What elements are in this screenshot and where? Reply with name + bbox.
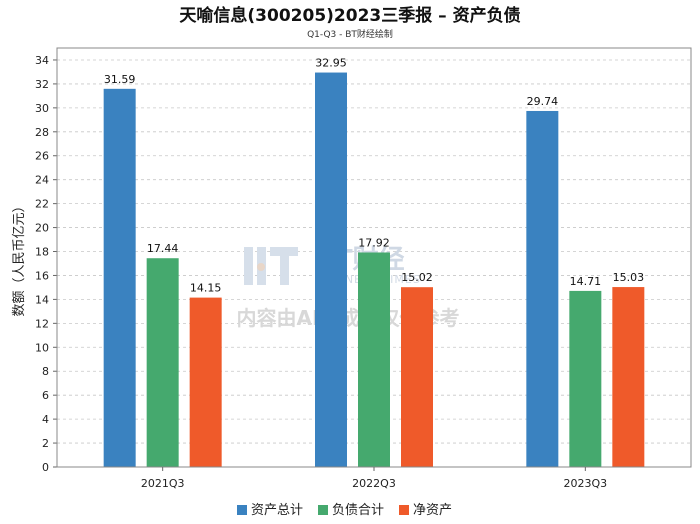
bar-负债合计-2022Q3 bbox=[358, 252, 390, 467]
data-label: 29.74 bbox=[527, 95, 559, 108]
y-tick-label: 12 bbox=[35, 317, 49, 330]
y-tick-label: 6 bbox=[42, 389, 49, 402]
legend-swatch-负债合计 bbox=[318, 505, 328, 515]
x-tick-label: 2023Q3 bbox=[564, 477, 608, 490]
bar-资产总计-2023Q3 bbox=[526, 110, 559, 467]
y-tick-label: 34 bbox=[35, 54, 49, 67]
y-tick-label: 26 bbox=[35, 150, 49, 163]
legend-label: 负债合计 bbox=[332, 503, 384, 518]
x-axis-ticks: 2021Q3 2022Q3 2023Q3 bbox=[141, 467, 607, 490]
y-tick-label: 22 bbox=[35, 198, 49, 211]
y-tick-label: 2 bbox=[42, 437, 49, 450]
watermark-logo-icon bbox=[244, 247, 298, 285]
bar-净资产-2023Q3 bbox=[612, 287, 645, 467]
chart-subtitle: Q1-Q3 - BT财经绘制 bbox=[307, 28, 393, 40]
legend-swatch-净资产 bbox=[399, 505, 409, 515]
y-tick-label: 20 bbox=[35, 222, 49, 235]
bar-资产总计-2021Q3 bbox=[103, 88, 136, 467]
bar-净资产-2021Q3 bbox=[189, 297, 222, 467]
bar-负债合计-2023Q3 bbox=[569, 290, 602, 467]
y-tick-label: 10 bbox=[35, 341, 49, 354]
data-label: 15.03 bbox=[613, 271, 645, 284]
y-tick-label: 0 bbox=[42, 461, 49, 474]
bar-净资产-2022Q3 bbox=[401, 287, 433, 467]
bar-资产总计-2022Q3 bbox=[315, 72, 347, 467]
data-label: 14.71 bbox=[570, 275, 602, 288]
y-tick-label: 32 bbox=[35, 78, 49, 91]
bars bbox=[103, 72, 645, 467]
legend-label: 净资产 bbox=[413, 503, 452, 518]
data-label: 15.02 bbox=[401, 271, 433, 284]
x-tick-label: 2021Q3 bbox=[141, 477, 185, 490]
data-label: 17.44 bbox=[147, 242, 179, 255]
y-axis-label: 数额（人民币亿元） bbox=[12, 199, 27, 316]
legend-swatch-资产总计 bbox=[237, 505, 247, 515]
y-tick-label: 24 bbox=[35, 174, 49, 187]
data-label: 31.59 bbox=[104, 73, 136, 86]
data-label: 32.95 bbox=[315, 57, 347, 70]
data-label: 17.92 bbox=[358, 236, 390, 249]
y-tick-label: 4 bbox=[42, 413, 49, 426]
y-tick-label: 16 bbox=[35, 269, 49, 282]
y-tick-label: 14 bbox=[35, 293, 49, 306]
y-tick-label: 18 bbox=[35, 246, 49, 259]
legend: 资产总计 负债合计 净资产 bbox=[237, 503, 452, 518]
y-tick-label: 28 bbox=[35, 126, 49, 139]
data-label: 14.15 bbox=[190, 282, 222, 295]
chart-title: 天喻信息(300205)2023三季报 – 资产负债 bbox=[179, 5, 520, 26]
legend-label: 资产总计 bbox=[251, 503, 303, 518]
x-tick-label: 2022Q3 bbox=[352, 477, 396, 490]
bar-负债合计-2021Q3 bbox=[146, 258, 179, 467]
y-tick-label: 8 bbox=[42, 365, 49, 378]
data-labels: 31.59 17.44 14.15 32.95 17.92 15.02 29.74 14.71… bbox=[104, 57, 644, 295]
y-tick-label: 30 bbox=[35, 102, 49, 115]
